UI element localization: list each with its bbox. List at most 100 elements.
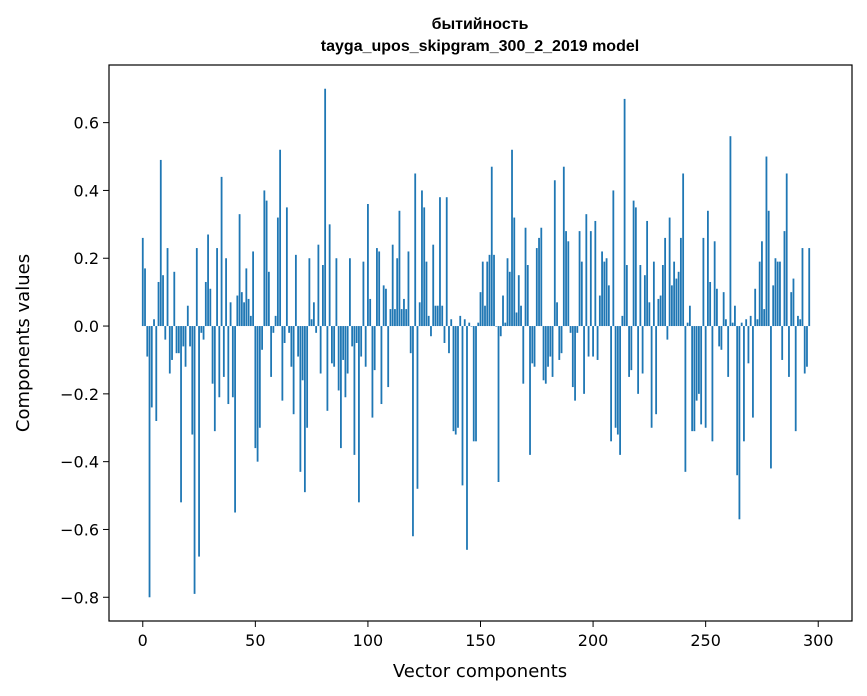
bar-105 — [378, 251, 381, 327]
bar-178 — [542, 326, 545, 381]
bar-10 — [164, 326, 167, 340]
bar-235 — [670, 285, 673, 327]
bar-76 — [312, 302, 315, 327]
bar-195 — [580, 261, 583, 327]
bar-56 — [267, 271, 270, 327]
bar-185 — [558, 326, 561, 360]
bar-224 — [646, 220, 649, 327]
bar-200 — [592, 326, 594, 357]
bar-208 — [610, 326, 612, 442]
x-axis-label: Vector components — [393, 661, 567, 682]
bar-6 — [155, 326, 158, 421]
bar-294 — [803, 326, 806, 374]
bar-32 — [213, 326, 216, 432]
bar-227 — [652, 261, 655, 327]
x-tick-label: 150 — [465, 631, 496, 650]
bar-233 — [666, 326, 669, 340]
bar-73 — [306, 326, 309, 428]
bar-187 — [562, 166, 565, 327]
bar-137 — [450, 319, 453, 327]
bar-51 — [256, 326, 259, 462]
bar-212 — [619, 326, 621, 455]
bar-284 — [781, 326, 784, 360]
bar-38 — [227, 326, 230, 405]
y-axis-ticks: −0.8 −0.6 −0.4 −0.2 0.0 0.2 0.4 0.6 — [60, 114, 109, 607]
bar-121 — [414, 173, 417, 327]
bar-182 — [551, 326, 554, 377]
y-tick-label: −0.2 — [60, 385, 99, 404]
bar-209 — [612, 190, 615, 327]
bar-278 — [767, 210, 770, 327]
bar-188 — [565, 231, 567, 327]
bar-39 — [229, 302, 232, 327]
bar-289 — [792, 278, 795, 327]
bar-296 — [808, 248, 811, 327]
bar-253 — [711, 326, 714, 442]
bar-246 — [695, 326, 698, 401]
bar-71 — [301, 326, 304, 381]
bar-283 — [779, 261, 781, 327]
bar-211 — [616, 326, 619, 435]
bar-13 — [171, 326, 173, 360]
bar-52 — [258, 326, 261, 428]
bar-122 — [416, 326, 419, 489]
bar-217 — [630, 326, 633, 371]
bar-64 — [285, 207, 288, 327]
bar-3 — [148, 326, 151, 598]
y-tick-label: −0.6 — [60, 520, 99, 539]
x-tick-label: 300 — [803, 631, 834, 650]
bar-232 — [664, 237, 667, 327]
bar-204 — [601, 251, 603, 327]
bar-81 — [324, 88, 327, 327]
bar-118 — [407, 251, 410, 327]
bar-220 — [637, 326, 640, 394]
bar-264 — [736, 326, 739, 476]
bar-282 — [776, 261, 779, 327]
bar-113 — [396, 258, 399, 327]
bar-181 — [549, 326, 552, 357]
bar-123 — [418, 302, 421, 327]
bar-103 — [373, 326, 376, 371]
bar-139 — [454, 326, 457, 435]
bar-23 — [193, 326, 196, 594]
bar-179 — [544, 326, 547, 384]
bar-21 — [189, 326, 191, 347]
bar-221 — [639, 265, 642, 327]
bar-1 — [144, 268, 146, 327]
bar-61 — [279, 149, 282, 327]
bar-48 — [249, 315, 252, 327]
bar-176 — [538, 237, 540, 327]
bar-151 — [481, 261, 484, 327]
bar-161 — [504, 322, 507, 327]
bar-101 — [369, 298, 372, 327]
plot-frame — [108, 64, 853, 622]
bar-94 — [353, 326, 356, 455]
bar-285 — [783, 231, 786, 327]
x-tick-label: 0 — [138, 631, 148, 650]
bar-22 — [191, 326, 194, 435]
bar-210 — [614, 326, 617, 428]
bar-99 — [364, 326, 367, 367]
bar-272 — [754, 288, 757, 327]
bar-42 — [236, 295, 239, 327]
x-axis-ticks: 0 50 100 150 200 250 300 — [138, 621, 834, 650]
bar-102 — [371, 326, 374, 418]
bar-192 — [574, 326, 576, 401]
bar-145 — [468, 322, 471, 327]
bar-193 — [576, 326, 579, 333]
bar-169 — [522, 326, 525, 384]
bar-172 — [529, 326, 531, 455]
bar-216 — [628, 326, 630, 377]
bar-65 — [288, 326, 291, 333]
bar-247 — [698, 326, 700, 394]
bar-107 — [382, 285, 385, 327]
bar-229 — [657, 298, 660, 327]
bar-286 — [785, 173, 788, 327]
bar-141 — [459, 315, 462, 327]
bar-35 — [220, 176, 223, 327]
bar-25 — [198, 326, 200, 557]
bar-67 — [292, 326, 295, 415]
bar-92 — [349, 258, 351, 327]
bar-70 — [299, 326, 302, 472]
bar-16 — [177, 326, 180, 354]
